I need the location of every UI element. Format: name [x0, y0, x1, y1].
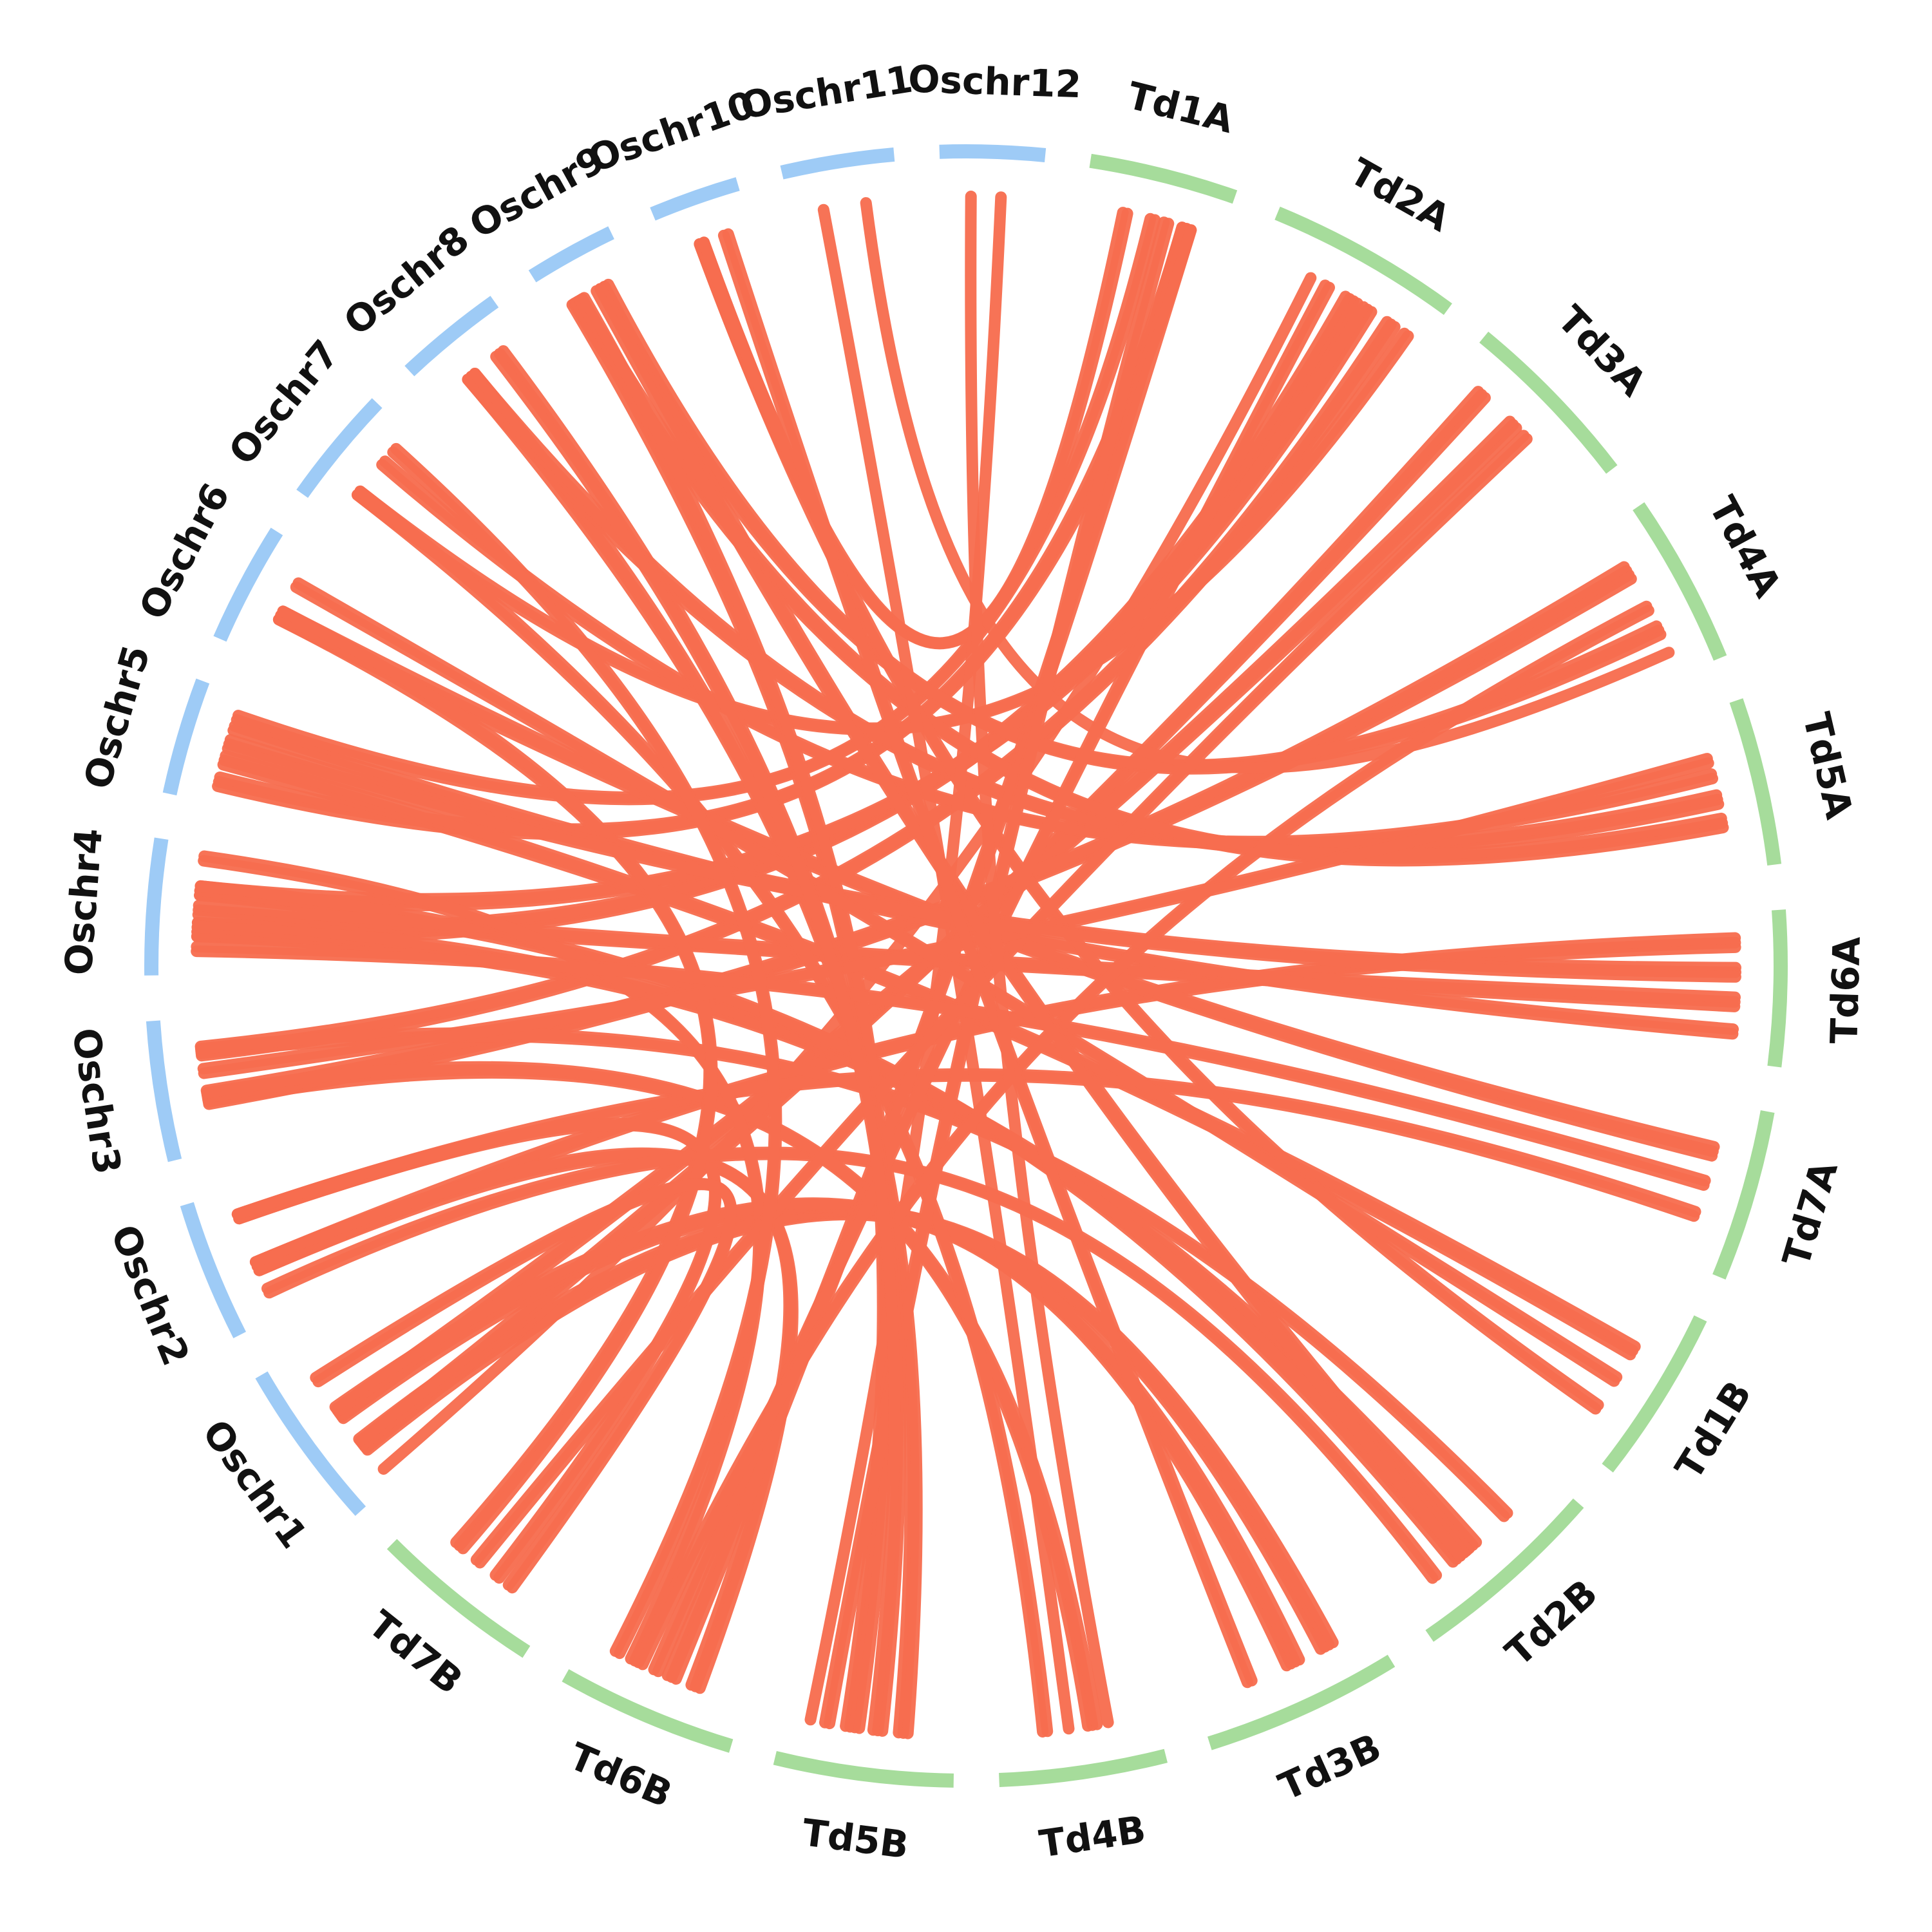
chromosome-label-oschr3: Oschr3: [64, 1025, 129, 1177]
chromosome-arc-oschr10: [650, 177, 740, 221]
chromosome-label-oschr5: Oschr5: [75, 640, 158, 793]
chromosome-arc-td6a: [1767, 909, 1788, 1068]
synteny-link-td5a-oschr3: [198, 757, 1714, 1079]
synteny-link-td4b-oschr12: [965, 191, 1114, 1728]
chromosome-label-td2b: Td2B: [1497, 1571, 1606, 1674]
synteny-link-oschr4-td2a: [194, 301, 1370, 905]
chromosome-label-td4a: Td4A: [1700, 489, 1790, 605]
synteny-link-oschr4-td6a: [193, 900, 1741, 1003]
synteny-link-td3b-oschr10: [717, 229, 1253, 1689]
chromosome-label-oschr11: Oschr11: [737, 57, 915, 128]
chromosome-label-td6a: Td6A: [1822, 936, 1869, 1044]
chromosome-arc-oschr1: [255, 1371, 366, 1516]
chromosome-arc-td5a: [1729, 698, 1782, 866]
synteny-links: [191, 191, 1741, 1739]
chromosome-arc-oschr9: [528, 226, 614, 283]
synteny-link-td6b-oschr7: [387, 446, 781, 1657]
chromosome-arc-oschr12: [939, 144, 1046, 162]
synteny-link-oschr6-td7b: [277, 605, 718, 1555]
synteny-link-td4a-td6b: [637, 605, 1654, 1671]
synteny-link-oschr4-td6b: [198, 850, 766, 1667]
chromosome-label-oschr10: Oschr10: [583, 82, 761, 181]
chromosome-arc-td4b: [999, 1748, 1168, 1787]
synteny-link-td1b-oschr6: [290, 581, 1620, 1387]
chromosome-label-td3b: Td3B: [1273, 1725, 1388, 1809]
chromosome-label-td1a: Td1A: [1123, 73, 1238, 142]
synteny-link-oschr3-td4b: [201, 1061, 1103, 1730]
chromosome-label-td5b: Td5B: [800, 1810, 911, 1867]
chromosome-label-td3a: Td3A: [1549, 297, 1655, 404]
chromosome-arc-td2b: [1425, 1498, 1584, 1642]
synteny-link-td7b-oschr1: [312, 1179, 737, 1591]
chromosome-label-td2a: Td2A: [1343, 149, 1457, 240]
synteny-link-oschr10-td1a: [698, 207, 1129, 649]
chromosome-arc-td4a: [1633, 502, 1727, 661]
chromosome-label-td7a: Td7A: [1774, 1156, 1846, 1271]
synteny-link-td7a-oschr4: [191, 945, 1710, 1191]
chromosome-arc-td5b: [773, 1751, 954, 1788]
chromosome-arc-oschr2: [180, 1202, 247, 1338]
chromosome-arc-td3a: [1479, 332, 1618, 474]
chromosome-arc-td7a: [1712, 1110, 1775, 1280]
chromosome-label-oschr4: Oschr4: [56, 827, 111, 977]
chromosome-label-oschr12: Oschr12: [907, 57, 1082, 106]
chromosome-arc-oschr11: [780, 147, 895, 180]
chromosome-arc-td2a: [1274, 206, 1452, 315]
chromosome-label-td4b: Td4B: [1037, 1807, 1149, 1866]
chromosome-arc-oschr4: [144, 837, 169, 976]
synteny-link-oschr3-td2a: [194, 316, 1393, 1052]
chromosome-arc-oschr3: [146, 1020, 182, 1162]
chromosome-arc-td7b: [386, 1539, 531, 1658]
chromosome-arc-td1b: [1602, 1315, 1707, 1473]
chromosome-label-td7b: Td7B: [360, 1602, 471, 1703]
chromosome-label-oschr6: Oschr6: [131, 476, 238, 627]
chromosome-arc-oschr6: [213, 527, 283, 642]
synteny-link-oschr5-td1a: [232, 213, 1157, 803]
chromosome-arc-oschr5: [162, 678, 210, 796]
chromosome-arc-td1a: [1089, 153, 1238, 204]
chromosome-arc-oschr7: [296, 398, 383, 498]
chromosome-arc-oschr8: [404, 296, 499, 377]
chromosome-ideogram: [144, 144, 1788, 1788]
synteny-link-oschr9-td5b: [578, 292, 896, 1734]
chromosome-label-oschr2: Oschr2: [102, 1218, 198, 1371]
chromosome-label-td6b: Td6B: [563, 1734, 678, 1817]
chromosome-label-td1b: Td1B: [1667, 1373, 1760, 1487]
chromosome-label-td5a: Td5A: [1794, 708, 1861, 823]
chromosome-arc-td3b: [1208, 1654, 1396, 1750]
chromosome-arc-td6b: [562, 1669, 734, 1753]
synteny-link-td5b-oschr8: [490, 350, 901, 1736]
